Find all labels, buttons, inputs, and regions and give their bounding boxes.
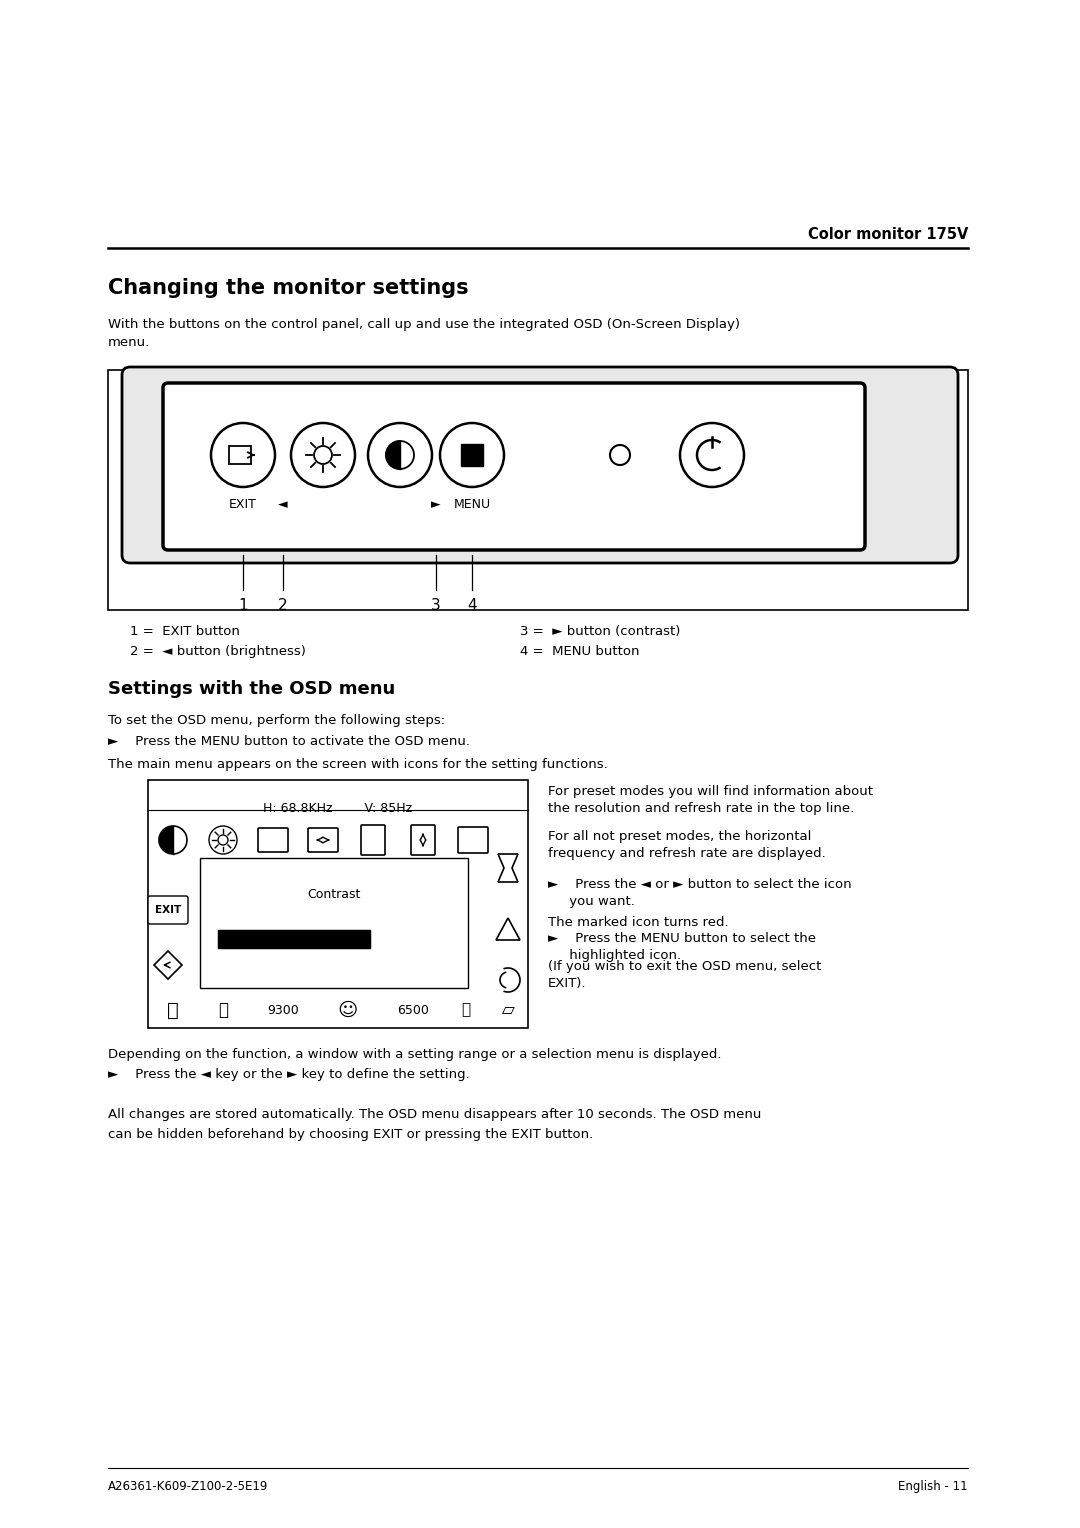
Bar bbox=[108, 370, 968, 610]
Text: Ⓟ: Ⓟ bbox=[461, 1002, 471, 1018]
Circle shape bbox=[440, 423, 504, 487]
Text: 70: 70 bbox=[326, 934, 342, 946]
FancyBboxPatch shape bbox=[458, 827, 488, 853]
Text: For preset modes you will find information about
the resolution and refresh rate: For preset modes you will find informati… bbox=[548, 785, 873, 814]
Circle shape bbox=[368, 423, 432, 487]
FancyBboxPatch shape bbox=[148, 895, 188, 924]
Text: English - 11: English - 11 bbox=[899, 1481, 968, 1493]
Text: EXIT: EXIT bbox=[154, 905, 181, 915]
Circle shape bbox=[680, 423, 744, 487]
Circle shape bbox=[159, 827, 187, 854]
Text: 2: 2 bbox=[279, 597, 287, 613]
Text: 4 =  MENU button: 4 = MENU button bbox=[519, 645, 639, 659]
Text: Depending on the function, a window with a setting range or a selection menu is : Depending on the function, a window with… bbox=[108, 1048, 721, 1060]
Text: Contrast: Contrast bbox=[308, 888, 361, 902]
Text: 3 =  ► button (contrast): 3 = ► button (contrast) bbox=[519, 625, 680, 639]
Bar bbox=[229, 446, 251, 465]
Text: To set the OSD menu, perform the following steps:: To set the OSD menu, perform the followi… bbox=[108, 714, 445, 727]
Text: EXIT: EXIT bbox=[229, 498, 257, 510]
Text: 6500: 6500 bbox=[397, 1004, 429, 1016]
Text: ▱: ▱ bbox=[501, 1001, 514, 1019]
Text: ►    Press the ◄ or ► button to select the icon
     you want.: ► Press the ◄ or ► button to select the … bbox=[548, 879, 852, 908]
Text: 1: 1 bbox=[239, 597, 247, 613]
Bar bbox=[461, 445, 483, 466]
Text: ◄: ◄ bbox=[279, 498, 287, 510]
Text: A26361-K609-Z100-2-5E19: A26361-K609-Z100-2-5E19 bbox=[108, 1481, 268, 1493]
Text: Color monitor 175V: Color monitor 175V bbox=[808, 228, 968, 241]
Text: 1 =  EXIT button: 1 = EXIT button bbox=[130, 625, 240, 639]
Text: ►    Press the MENU button to select the
     highlighted icon.: ► Press the MENU button to select the hi… bbox=[548, 932, 816, 963]
Text: All changes are stored automatically. The OSD menu disappears after 10 seconds. : All changes are stored automatically. Th… bbox=[108, 1108, 761, 1122]
Text: Ⓟ: Ⓟ bbox=[167, 1001, 179, 1019]
Circle shape bbox=[210, 827, 237, 854]
Text: The marked icon turns red.: The marked icon turns red. bbox=[548, 915, 729, 929]
Text: can be hidden beforehand by choosing EXIT or pressing the EXIT button.: can be hidden beforehand by choosing EXI… bbox=[108, 1128, 593, 1141]
Circle shape bbox=[291, 423, 355, 487]
FancyBboxPatch shape bbox=[258, 828, 288, 853]
Text: ►    Press the MENU button to activate the OSD menu.: ► Press the MENU button to activate the … bbox=[108, 735, 470, 749]
Polygon shape bbox=[386, 442, 400, 469]
Text: (If you wish to exit the OSD menu, select
EXIT).: (If you wish to exit the OSD menu, selec… bbox=[548, 960, 822, 990]
Text: ►    Press the ◄ key or the ► key to define the setting.: ► Press the ◄ key or the ► key to define… bbox=[108, 1068, 470, 1080]
Text: With the buttons on the control panel, call up and use the integrated OSD (On-Sc: With the buttons on the control panel, c… bbox=[108, 318, 740, 348]
Text: ►: ► bbox=[431, 498, 441, 510]
Text: 2 =  ◄ button (brightness): 2 = ◄ button (brightness) bbox=[130, 645, 306, 659]
Polygon shape bbox=[160, 827, 173, 853]
FancyBboxPatch shape bbox=[361, 825, 384, 856]
Text: The main menu appears on the screen with icons for the setting functions.: The main menu appears on the screen with… bbox=[108, 758, 608, 772]
Text: 3: 3 bbox=[431, 597, 441, 613]
Text: Settings with the OSD menu: Settings with the OSD menu bbox=[108, 680, 395, 698]
FancyBboxPatch shape bbox=[411, 825, 435, 856]
FancyBboxPatch shape bbox=[163, 384, 865, 550]
Text: Changing the monitor settings: Changing the monitor settings bbox=[108, 278, 469, 298]
Text: 4: 4 bbox=[468, 597, 476, 613]
Text: For all not preset modes, the horizontal
frequency and refresh rate are displaye: For all not preset modes, the horizontal… bbox=[548, 830, 826, 860]
Text: Ⓐ: Ⓐ bbox=[218, 1001, 228, 1019]
Text: ☺: ☺ bbox=[338, 1001, 359, 1019]
Text: MENU: MENU bbox=[454, 498, 490, 510]
Bar bbox=[148, 779, 528, 1028]
Bar bbox=[200, 859, 468, 989]
Text: H: 68.8KHz        V: 85Hz: H: 68.8KHz V: 85Hz bbox=[264, 802, 413, 814]
Circle shape bbox=[211, 423, 275, 487]
FancyBboxPatch shape bbox=[308, 828, 338, 853]
Text: 9300: 9300 bbox=[267, 1004, 299, 1016]
Bar bbox=[218, 931, 370, 947]
FancyBboxPatch shape bbox=[122, 367, 958, 562]
Bar bbox=[218, 931, 370, 947]
